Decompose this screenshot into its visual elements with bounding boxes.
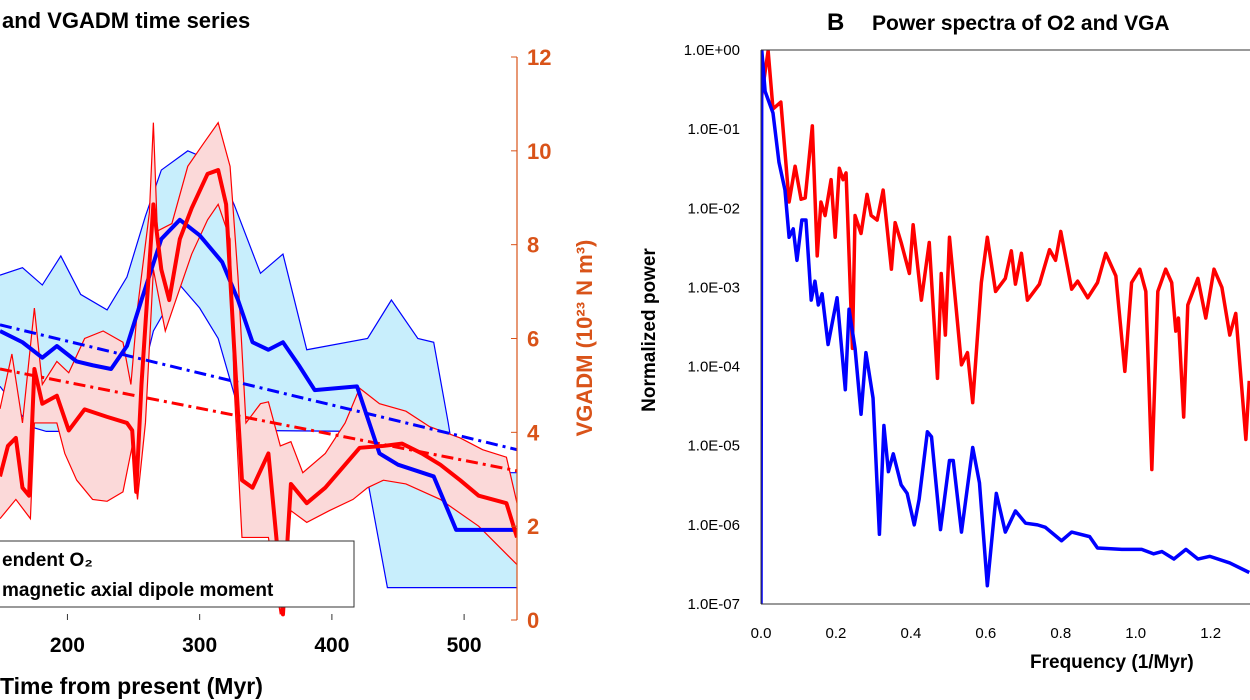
legend-entry-o2: endent O₂ (2, 550, 93, 571)
legend-entry-vgadm: magnetic axial dipole moment (2, 580, 274, 601)
x-tick-label: 0.2 (826, 625, 847, 642)
y-tick-label: 1.0E-06 (687, 517, 740, 534)
panel-b-letter: B (827, 9, 844, 36)
y-axis-label: Normalized power (639, 248, 660, 412)
x-axis-label: Time from present (Myr) (0, 673, 263, 699)
y-tick-label: 1.0E-01 (687, 121, 740, 138)
x-tick-label: 0.4 (900, 625, 921, 642)
vgadm-mean-line (0, 168, 517, 617)
x-tick-label: 0.6 (975, 625, 996, 642)
vgadm-spectrum-line (761, 50, 1250, 472)
y-tick-label: 6 (527, 327, 539, 352)
y-tick-label: 4 (527, 420, 540, 445)
y-tick-label: 1.0E-07 (687, 596, 740, 613)
x-tick-label: 1.2 (1200, 625, 1221, 642)
x-tick-label: 300 (182, 634, 217, 657)
y-tick-label: 10 (527, 139, 551, 164)
legend: endent O₂ magnetic axial dipole moment (0, 540, 355, 608)
y-tick-label: 2 (527, 514, 539, 539)
vgadm-upper-line (0, 121, 517, 504)
o2-trend-line (0, 323, 517, 452)
x-tick-label: 200 (50, 634, 85, 657)
y-tick-label: 0 (527, 608, 539, 633)
power-spectra-panel: B Power spectra of O2 and VGA 1.0E+00 1.0… (639, 9, 1250, 673)
y-tick-label: 1.0E-04 (687, 359, 740, 376)
x-tick-label: 400 (314, 634, 349, 657)
panel-b-title: Power spectra of O2 and VGA (872, 12, 1170, 35)
x-axis-label: Frequency (1/Myr) (1030, 652, 1194, 673)
y-tick-label: 1.0E-03 (687, 279, 740, 296)
y-tick-label: 1.0E-05 (687, 438, 740, 455)
time-series-panel: and VGADM time series 0 2 4 6 8 10 12 200 300 40… (0, 8, 597, 699)
x-tick-label: 0.8 (1050, 625, 1071, 642)
o2-spectrum-line (761, 50, 1250, 604)
panel-a-title: and VGADM time series (2, 8, 250, 33)
right-y-axis-label: VGADM (10²³ N m³) (572, 240, 597, 437)
y-tick-label: 1.0E-02 (687, 200, 740, 217)
x-tick-label: 500 (447, 634, 482, 657)
y-tick-label: 12 (527, 45, 551, 70)
o2-mean-line (0, 217, 517, 532)
y-tick-label: 1.0E+00 (684, 42, 740, 59)
y-tick-label: 8 (527, 233, 539, 258)
x-tick-label: 0.0 (751, 625, 772, 642)
x-tick-label: 1.0 (1125, 625, 1146, 642)
legend-box (0, 540, 355, 608)
